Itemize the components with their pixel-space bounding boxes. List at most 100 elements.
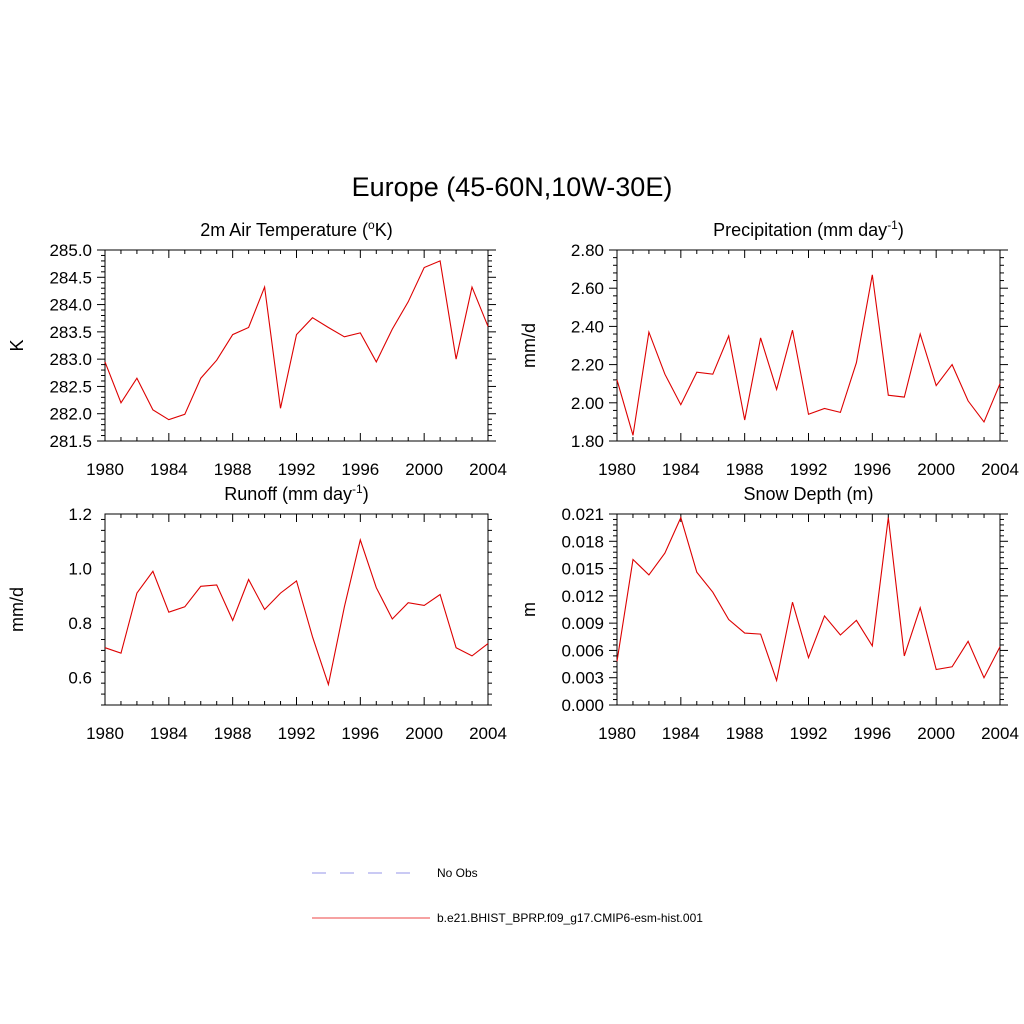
data-point [424,267,425,268]
y-tick-label: 281.5 [49,432,92,451]
y-tick-label: 0.003 [561,669,604,688]
data-point [808,657,809,658]
y-tick-label: 284.5 [49,268,92,287]
data-point [312,636,313,637]
data-point [312,317,313,318]
x-tick-label: 1984 [662,460,700,479]
data-point [232,334,233,335]
panel-title-text: Precipitation (mm day [713,220,887,240]
data-point [967,641,968,642]
y-tick-label: 1.80 [571,432,604,451]
legend-label-no-obs: No Obs [437,866,478,880]
data-point [360,332,361,333]
data-point [904,655,905,656]
x-tick-label: 1988 [214,460,252,479]
x-tick-label: 2004 [469,724,507,743]
data-point [487,326,488,327]
y-axis-label: K [7,339,27,351]
y-tick-label: 282.0 [49,405,92,424]
data-point [344,606,345,607]
data-point [440,594,441,595]
data-point [999,646,1000,647]
y-tick-label: 0.015 [561,560,604,579]
data-point [471,655,472,656]
x-tick-label: 2004 [981,460,1019,479]
data-point [840,412,841,413]
data-point [712,374,713,375]
data-point [616,661,617,662]
panel-title-superscript: -1 [887,218,898,232]
data-point [248,579,249,580]
data-point [632,559,633,560]
data-point [232,620,233,621]
data-point [376,361,377,362]
panel-title: Snow Depth (m) [743,484,873,504]
x-tick-label: 1980 [86,460,124,479]
y-tick-label: 283.0 [49,350,92,369]
x-tick-label: 1992 [278,460,316,479]
y-axis-label: mm/d [7,587,27,632]
y-tick-label: 282.5 [49,377,92,396]
data-point [280,408,281,409]
data-point [248,327,249,328]
data-point [856,362,857,363]
panel-2: Precipitation (mm day-1) mm/d 1980 1984 1988… [519,218,1019,479]
plot-frame [104,513,489,706]
data-point [616,379,617,380]
panel-title-text: Runoff (mm day [224,484,352,504]
panel-3: Runoff (mm day-1) mm/d 1980 1984 1988 1992 199… [7,482,507,743]
panel-title-superscript: -1 [352,482,363,496]
panel-title-text: 2m Air Temperature ( [200,220,368,240]
data-point [983,421,984,422]
plot-frame [616,513,1001,706]
data-point [792,330,793,331]
y-tick-label: 2.00 [571,394,604,413]
x-tick-label: 1988 [726,460,764,479]
data-point [936,669,937,670]
data-point [952,666,953,667]
data-point [904,396,905,397]
data-point [983,677,984,678]
panel-title-end: ) [363,484,369,504]
data-point [967,400,968,401]
data-point [424,605,425,606]
data-point [648,332,649,333]
panel-title: 2m Air Temperature (oK) [200,218,392,240]
data-point [328,684,329,685]
data-point [360,539,361,540]
panels: 2m Air Temperature (oK) K 1980 1984 1988 1992… [7,218,1019,743]
panel-title-end: K) [375,220,393,240]
data-point [824,408,825,409]
data-point [136,593,137,594]
series-line [616,516,1001,683]
y-tick-label: 0.006 [561,641,604,660]
data-point [280,593,281,594]
x-tick-label: 1992 [790,724,828,743]
data-point [776,680,777,681]
data-point [120,402,121,403]
data-point [712,592,713,593]
data-point [168,419,169,420]
data-point [487,643,488,644]
data-point [856,620,857,621]
data-point [455,647,456,648]
y-tick-label: 2.20 [571,356,604,375]
y-tick-label: 0.018 [561,532,604,551]
data-point [296,334,297,335]
y-tick-label: 1.0 [68,560,92,579]
data-point [152,409,153,410]
x-tick-label: 1996 [853,460,891,479]
data-point [760,633,761,634]
data-point [264,609,265,610]
legend: No Obs b.e21.BHIST_BPRP.f09_g17.CMIP6-es… [312,866,703,925]
data-point [648,574,649,575]
data-point [744,633,745,634]
x-tick-label: 1984 [662,724,700,743]
x-tick-label: 1980 [598,724,636,743]
legend-label-model: b.e21.BHIST_BPRP.f09_g17.CMIP6-esm-hist.… [437,911,703,925]
data-point [392,618,393,619]
y-tick-label: 0.012 [561,587,604,606]
y-tick-label: 2.60 [571,279,604,298]
data-point [120,653,121,654]
x-tick-label: 1992 [278,724,316,743]
